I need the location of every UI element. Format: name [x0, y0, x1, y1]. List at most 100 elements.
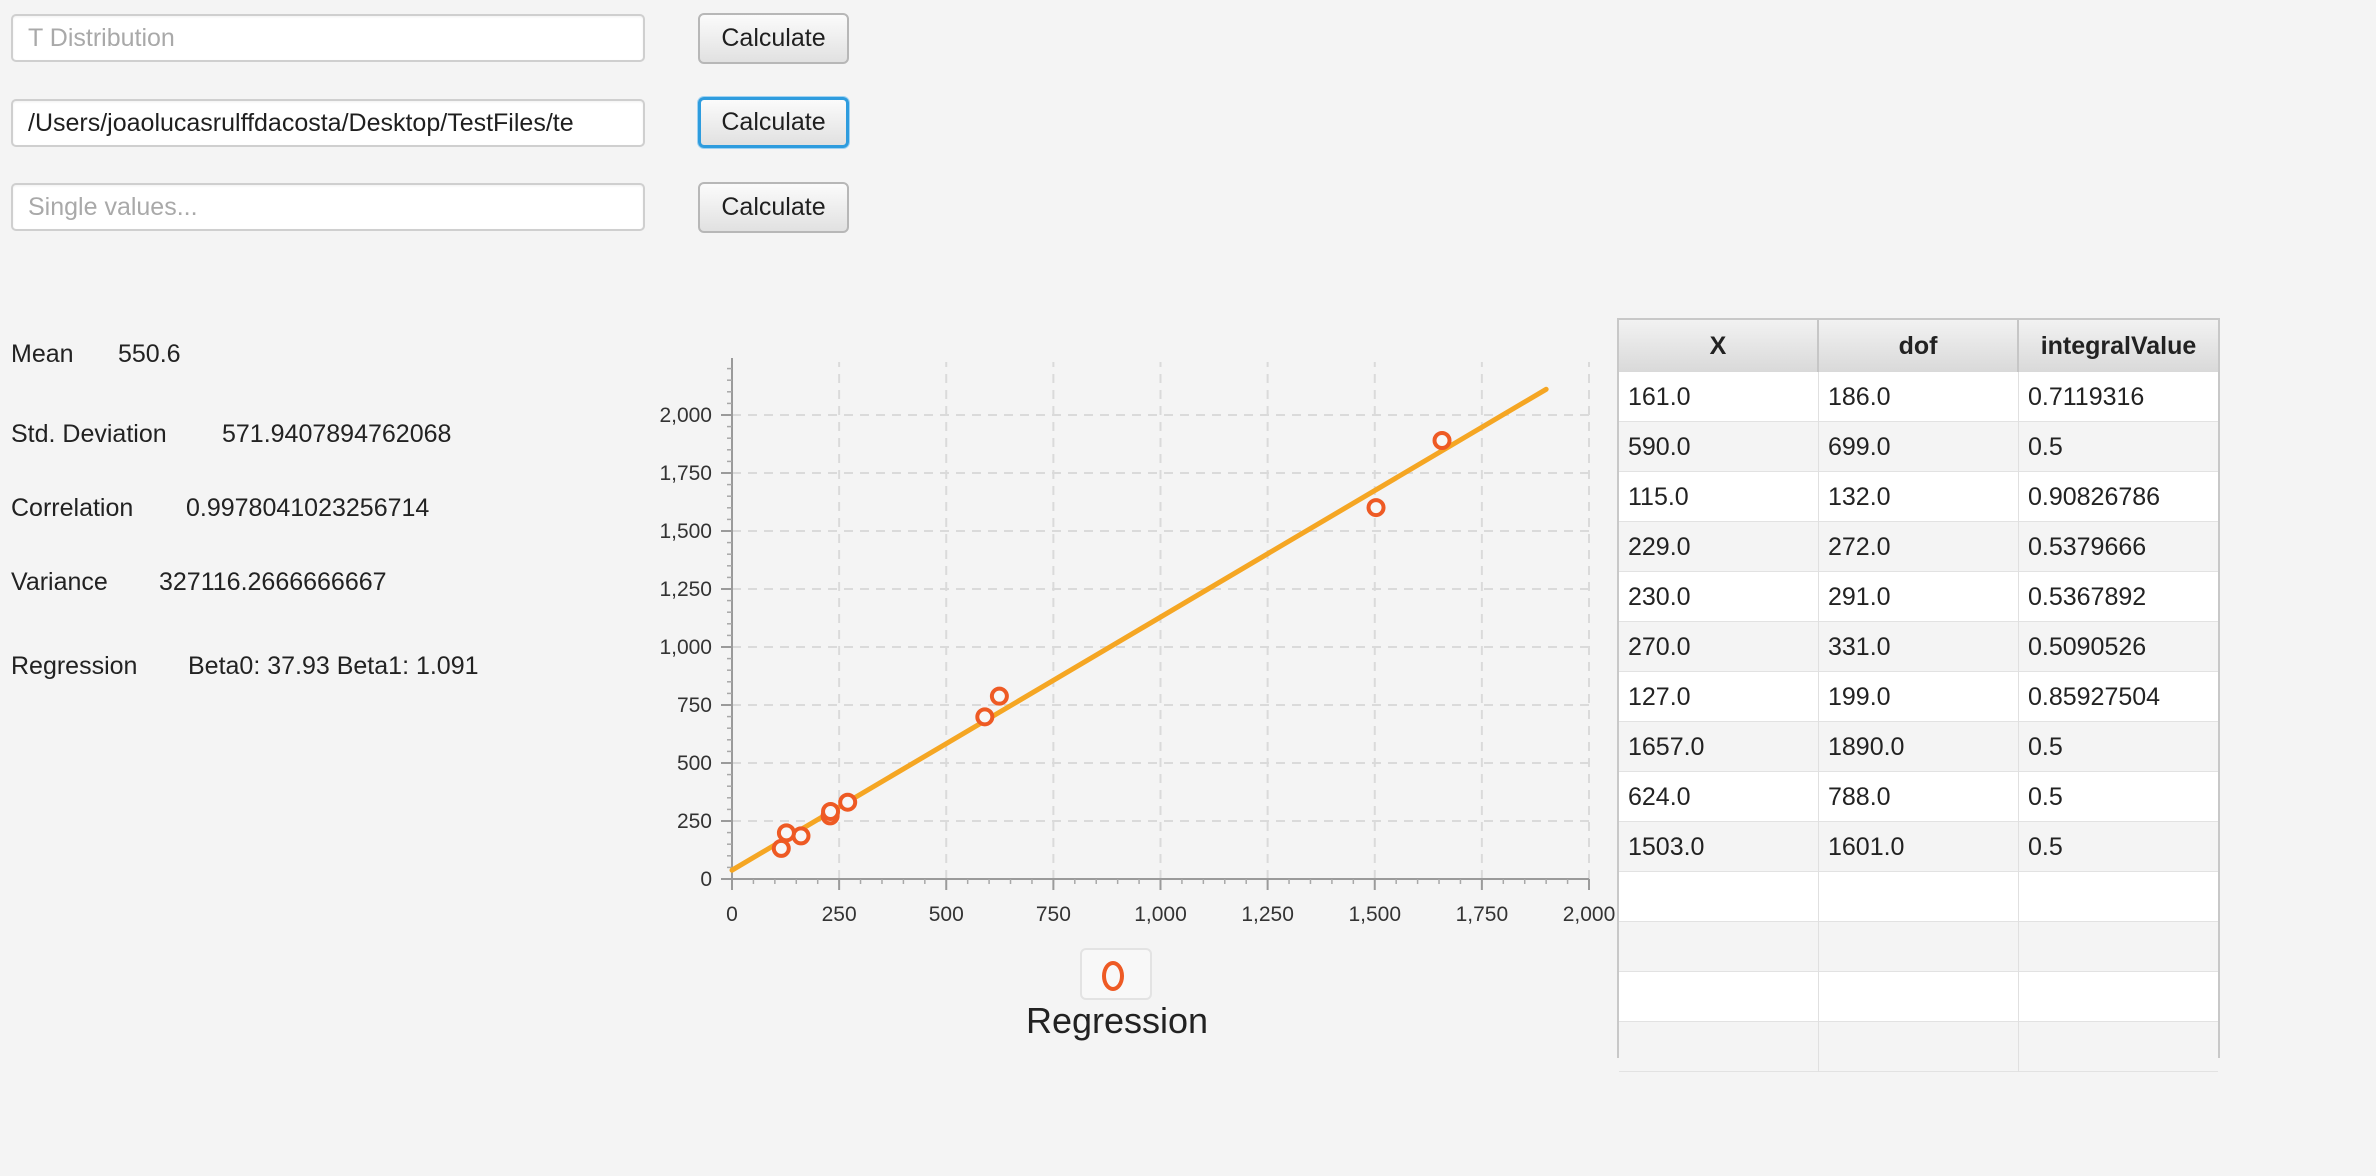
std-deviation-value: 571.9407894762068 — [222, 420, 452, 448]
data-point — [989, 686, 1009, 706]
table-cell — [1819, 922, 2019, 972]
table-cell: 788.0 — [1819, 772, 2019, 822]
table-cell: 699.0 — [1819, 422, 2019, 472]
data-points — [771, 431, 1452, 858]
y-tick-label: 250 — [677, 810, 712, 833]
table-cell: 132.0 — [1819, 472, 2019, 522]
x-tick-label: 1,750 — [1456, 903, 1509, 926]
legend-marker-icon — [1102, 961, 1124, 991]
data-point — [1366, 498, 1386, 518]
table-cell: 291.0 — [1819, 572, 2019, 622]
table-row[interactable]: 270.0 331.0 0.5090526 — [1619, 622, 2218, 672]
data-point — [771, 838, 791, 858]
regression-stat: Regression Beta0: 37.93 Beta1: 1.091 — [11, 652, 479, 681]
mean-label: Mean — [11, 340, 74, 368]
x-tick-label: 250 — [822, 903, 857, 926]
table-cell — [2019, 872, 2218, 922]
data-point — [821, 801, 841, 821]
x-tick-label: 750 — [1036, 903, 1071, 926]
table-cell: 0.5379666 — [2028, 533, 2147, 561]
table-row[interactable]: 1503.0 1601.0 0.5 — [1619, 822, 2218, 872]
table-row[interactable]: 229.0 272.0 0.5379666 — [1619, 522, 2218, 572]
y-tick-label: 1,750 — [659, 462, 712, 485]
table-cell: 127.0 — [1619, 672, 1819, 722]
column-header-dof[interactable]: dof — [1819, 320, 2019, 372]
table-row[interactable]: 590.0 699.0 0.5 — [1619, 422, 2218, 472]
table-cell: 331.0 — [1819, 622, 2019, 672]
x-tick-label: 500 — [929, 903, 964, 926]
y-tick-label: 0 — [700, 868, 712, 891]
results-table[interactable]: X dof integralValue 161.0 186.0 0.7119316 5… — [1617, 318, 2220, 1072]
y-tick-label: 1,250 — [659, 578, 712, 601]
table-row[interactable]: 1657.0 1890.0 0.5 — [1619, 722, 2218, 772]
legend-symbol[interactable] — [1080, 948, 1152, 1000]
x-tick-label: 0 — [726, 903, 738, 926]
data-point — [776, 823, 796, 843]
correlation-stat: Correlation 0.9978041023256714 — [11, 494, 429, 523]
table-row[interactable]: 115.0 132.0 0.90826786 — [1619, 472, 2218, 522]
data-point — [975, 707, 995, 727]
table-row[interactable] — [1619, 922, 2218, 972]
y-tick-label: 2,000 — [659, 404, 712, 427]
table-cell — [2019, 972, 2218, 1022]
y-tick-label: 1,500 — [659, 520, 712, 543]
table-cell: 0.5 — [2028, 833, 2063, 861]
table-cell: 0.7119316 — [2028, 383, 2145, 411]
table-row[interactable]: 230.0 291.0 0.5367892 — [1619, 572, 2218, 622]
single-values-input[interactable] — [11, 183, 645, 231]
table-cell: 230.0 — [1619, 572, 1819, 622]
table-row[interactable] — [1619, 1022, 2218, 1072]
table-cell: 186.0 — [1819, 372, 2019, 422]
y-tick-label: 500 — [677, 752, 712, 775]
table-cell: 115.0 — [1619, 472, 1819, 522]
data-point — [838, 792, 858, 812]
table-row[interactable] — [1619, 972, 2218, 1022]
table-row[interactable]: 161.0 186.0 0.7119316 — [1619, 372, 2218, 422]
file-calculate-button[interactable]: Calculate — [698, 97, 849, 148]
table-cell: 590.0 — [1619, 422, 1819, 472]
x-tick-label: 1,250 — [1241, 903, 1294, 926]
data-point — [1432, 431, 1452, 451]
column-header-x[interactable]: X — [1619, 320, 1819, 372]
table-cell: 0.90826786 — [2028, 483, 2161, 511]
table-cell: 0.5 — [2028, 433, 2063, 461]
table-row[interactable] — [1619, 872, 2218, 922]
t-distribution-calculate-button[interactable]: Calculate — [698, 13, 849, 64]
table-cell — [1819, 972, 2019, 1022]
correlation-label: Correlation — [11, 494, 134, 522]
table-cell: 0.85927504 — [2028, 683, 2161, 711]
table-cell: 270.0 — [1619, 622, 1819, 672]
table-cell — [1619, 1022, 1819, 1072]
data-point — [791, 826, 811, 846]
single-values-calculate-button[interactable]: Calculate — [698, 182, 849, 233]
table-cell: 1601.0 — [1819, 822, 2019, 872]
chart-ticks: 0 250 500 750 1,000 1,250 1,500 1,750 2,000 0 250 5… — [659, 367, 1615, 926]
table-cell: 272.0 — [1819, 522, 2019, 572]
regression-line-group — [729, 386, 1549, 873]
table-row[interactable]: 624.0 788.0 0.5 — [1619, 772, 2218, 822]
table-row[interactable]: 127.0 199.0 0.85927504 — [1619, 672, 2218, 722]
x-tick-label: 1,500 — [1348, 903, 1401, 926]
table-cell: 624.0 — [1619, 772, 1819, 822]
variance-label: Variance — [11, 568, 108, 596]
regression-value: Beta0: 37.93 Beta1: 1.091 — [188, 652, 479, 680]
y-tick-label: 750 — [677, 694, 712, 717]
table-cell — [1619, 972, 1819, 1022]
table-cell — [2019, 1022, 2218, 1072]
table-cell — [1819, 1022, 2019, 1072]
t-distribution-input[interactable] — [11, 14, 645, 62]
table-cell: 161.0 — [1619, 372, 1819, 422]
table-cell: 1657.0 — [1619, 722, 1819, 772]
table-cell: 1890.0 — [1819, 722, 2019, 772]
y-tick-label: 1,000 — [659, 636, 712, 659]
column-header-integral-value[interactable]: integralValue — [2040, 332, 2197, 360]
table-cell: 0.5 — [2028, 733, 2063, 761]
file-path-input[interactable] — [11, 99, 645, 147]
chart-grid — [732, 362, 1590, 879]
table-header: X dof integralValue — [1619, 320, 2218, 374]
table-cell: 1503.0 — [1619, 822, 1819, 872]
x-tick-label: 1,000 — [1134, 903, 1187, 926]
std-deviation-label: Std. Deviation — [11, 420, 167, 448]
variance-stat: Variance 327116.2666666667 — [11, 568, 387, 597]
mean-stat: Mean 550.6 — [11, 340, 181, 369]
